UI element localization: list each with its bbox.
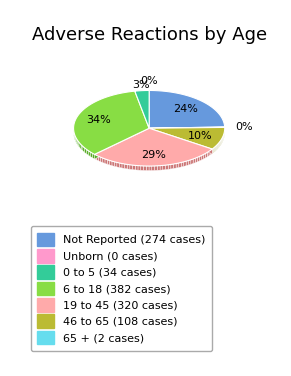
PathPatch shape — [112, 161, 114, 166]
PathPatch shape — [127, 164, 130, 169]
PathPatch shape — [103, 158, 105, 164]
PathPatch shape — [189, 160, 191, 165]
PathPatch shape — [211, 149, 212, 155]
PathPatch shape — [95, 155, 96, 160]
PathPatch shape — [149, 127, 225, 149]
PathPatch shape — [81, 145, 83, 151]
PathPatch shape — [132, 165, 135, 170]
Text: 3%: 3% — [132, 80, 150, 90]
PathPatch shape — [79, 142, 80, 148]
PathPatch shape — [152, 166, 155, 171]
PathPatch shape — [198, 156, 200, 162]
PathPatch shape — [84, 148, 86, 154]
PathPatch shape — [74, 91, 149, 155]
PathPatch shape — [212, 149, 213, 154]
PathPatch shape — [214, 147, 215, 152]
PathPatch shape — [83, 146, 84, 152]
PathPatch shape — [163, 165, 166, 170]
PathPatch shape — [149, 91, 225, 128]
Title: Adverse Reactions by Age: Adverse Reactions by Age — [32, 26, 267, 44]
PathPatch shape — [135, 165, 138, 170]
PathPatch shape — [202, 155, 204, 160]
PathPatch shape — [213, 148, 214, 153]
PathPatch shape — [149, 127, 225, 133]
PathPatch shape — [88, 150, 90, 156]
PathPatch shape — [98, 156, 101, 162]
PathPatch shape — [109, 161, 112, 166]
PathPatch shape — [122, 164, 125, 168]
PathPatch shape — [114, 162, 117, 167]
PathPatch shape — [155, 166, 157, 170]
Text: 24%: 24% — [173, 104, 198, 114]
PathPatch shape — [76, 137, 77, 143]
PathPatch shape — [138, 165, 141, 170]
PathPatch shape — [86, 149, 88, 155]
PathPatch shape — [218, 143, 219, 148]
PathPatch shape — [74, 134, 75, 140]
PathPatch shape — [149, 128, 212, 154]
PathPatch shape — [160, 165, 163, 170]
PathPatch shape — [95, 128, 212, 166]
PathPatch shape — [130, 165, 132, 170]
Text: 34%: 34% — [86, 115, 111, 125]
PathPatch shape — [195, 157, 198, 163]
PathPatch shape — [193, 158, 195, 164]
PathPatch shape — [149, 127, 225, 133]
PathPatch shape — [92, 153, 95, 159]
PathPatch shape — [95, 128, 149, 159]
PathPatch shape — [143, 166, 146, 171]
PathPatch shape — [90, 152, 92, 158]
PathPatch shape — [168, 164, 171, 169]
PathPatch shape — [186, 161, 189, 166]
PathPatch shape — [141, 166, 143, 170]
Text: 0%: 0% — [140, 76, 158, 86]
PathPatch shape — [119, 163, 122, 168]
PathPatch shape — [77, 140, 79, 146]
PathPatch shape — [179, 162, 181, 168]
Text: 29%: 29% — [141, 150, 166, 159]
PathPatch shape — [80, 143, 81, 149]
PathPatch shape — [204, 153, 205, 159]
Legend: Not Reported (274 cases), Unborn (0 cases), 0 to 5 (34 cases), 6 to 18 (382 case: Not Reported (274 cases), Unborn (0 case… — [31, 226, 212, 351]
PathPatch shape — [149, 127, 225, 133]
Text: 0%: 0% — [235, 122, 252, 132]
PathPatch shape — [220, 141, 221, 146]
PathPatch shape — [191, 159, 193, 164]
PathPatch shape — [215, 146, 216, 151]
PathPatch shape — [146, 166, 149, 171]
PathPatch shape — [217, 144, 218, 149]
PathPatch shape — [157, 166, 160, 170]
PathPatch shape — [125, 164, 127, 169]
PathPatch shape — [200, 155, 202, 161]
PathPatch shape — [96, 155, 98, 161]
PathPatch shape — [107, 160, 109, 165]
PathPatch shape — [207, 151, 209, 157]
PathPatch shape — [101, 157, 103, 162]
PathPatch shape — [181, 162, 184, 167]
PathPatch shape — [75, 136, 76, 142]
PathPatch shape — [216, 146, 217, 150]
PathPatch shape — [149, 128, 212, 154]
PathPatch shape — [166, 165, 168, 170]
PathPatch shape — [149, 127, 225, 133]
PathPatch shape — [95, 128, 149, 159]
PathPatch shape — [209, 150, 211, 156]
PathPatch shape — [135, 91, 149, 128]
Text: 10%: 10% — [188, 130, 212, 141]
PathPatch shape — [176, 163, 179, 168]
PathPatch shape — [149, 166, 152, 171]
PathPatch shape — [205, 152, 207, 158]
PathPatch shape — [219, 142, 220, 147]
PathPatch shape — [105, 159, 107, 164]
PathPatch shape — [171, 164, 173, 169]
PathPatch shape — [149, 127, 225, 128]
PathPatch shape — [184, 161, 186, 167]
PathPatch shape — [117, 162, 119, 168]
PathPatch shape — [173, 164, 176, 168]
